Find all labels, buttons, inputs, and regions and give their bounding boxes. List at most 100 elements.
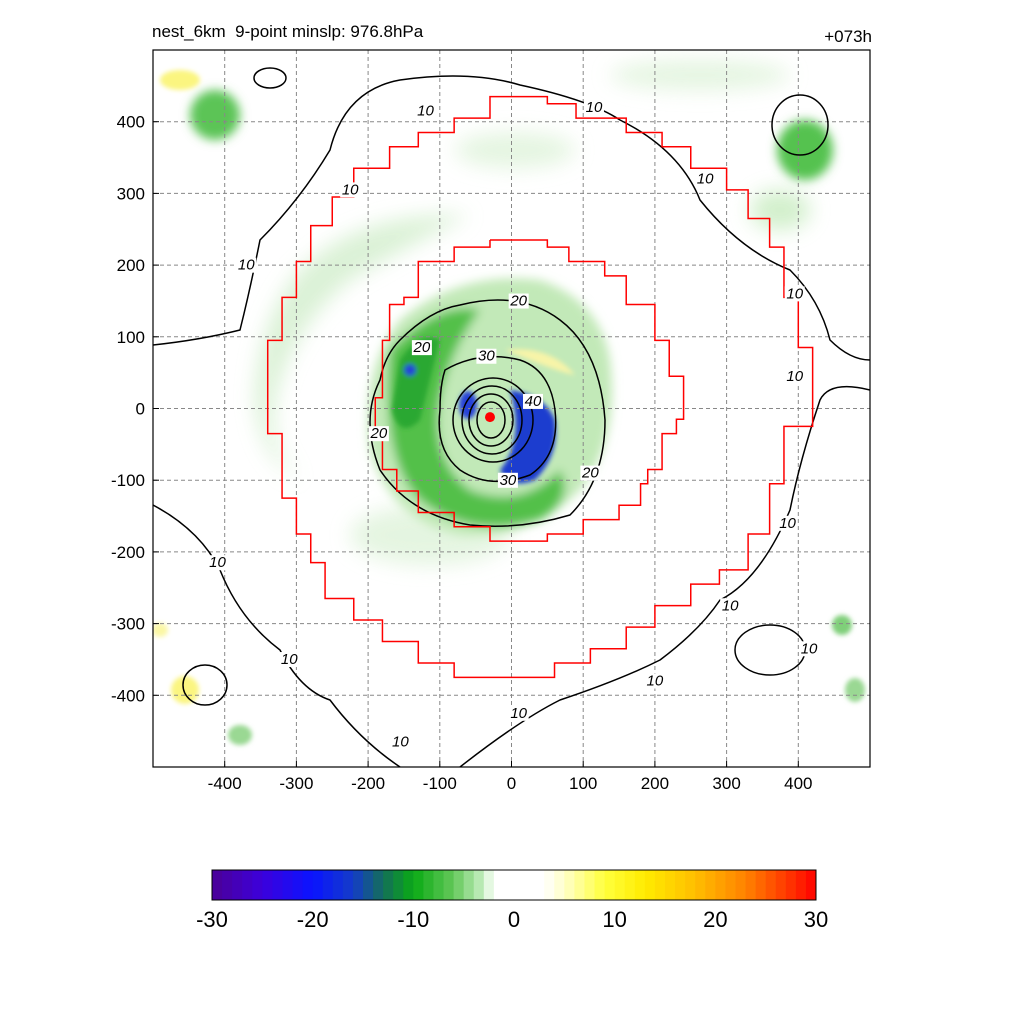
colorbar-cell (765, 870, 777, 900)
contour-label-bg (799, 641, 820, 657)
contour-label: 10 (586, 99, 603, 116)
contour-inner-1 (461, 385, 523, 455)
contour-label: 30 (478, 348, 495, 365)
contour-label-bg (476, 348, 497, 364)
y-tick-label: -300 (111, 615, 145, 634)
colorbar-cell (373, 870, 384, 900)
colorbar-cell (685, 870, 696, 900)
contour-label: 10 (342, 181, 359, 198)
contour-10-southeast (459, 385, 870, 767)
chart-title: nest_6km 9-point minslp: 976.8hPa (152, 22, 424, 41)
outer-band-shading (255, 214, 470, 480)
colorbar-cell (715, 870, 726, 900)
colorbar-tick-label: -30 (196, 907, 228, 932)
storm-center-marker (484, 412, 495, 423)
colorbar-cell (242, 870, 253, 900)
ne-patch-shading (777, 120, 833, 180)
contour-label-bg (497, 472, 518, 488)
contour-label-bg (368, 426, 389, 442)
colorbar-cell (775, 870, 787, 900)
colorbar-cell (695, 870, 706, 900)
contour-label: 10 (801, 640, 818, 657)
colorbar-cell (735, 870, 747, 900)
colorbar-cell (574, 870, 585, 900)
colorbar-cell (403, 870, 414, 900)
x-axis: -400 -300 -200 -100 0 100 200 300 400 (208, 761, 812, 793)
contour-label: 10 (209, 554, 226, 571)
contour-inner-2 (468, 393, 514, 447)
colorbar-cell (514, 870, 525, 900)
y-tick-label: 200 (117, 256, 145, 275)
sw-yellow-shading-2 (153, 623, 168, 637)
colorbar-cell (383, 870, 394, 900)
colorbar-cells (212, 870, 817, 900)
contour-label-bg (580, 465, 601, 481)
colorbar-cell (363, 870, 374, 900)
y-axis: -400 -300 -200 -100 0 100 200 300 400 (111, 113, 159, 705)
colorbar-cell (675, 870, 686, 900)
x-tick-label: -100 (423, 774, 457, 793)
contour-label-bg (411, 340, 432, 356)
contour-label-bg (415, 103, 436, 119)
colorbar-cell (453, 870, 465, 900)
contour-label: 10 (392, 733, 409, 750)
contour-label: 10 (417, 103, 434, 120)
colorbar-cell (524, 870, 535, 900)
colorbar-tick-label: 30 (804, 907, 828, 932)
contour-label-bg (390, 734, 411, 750)
y-tick-label: 0 (136, 400, 145, 419)
colorbar-tick-label: 10 (602, 907, 626, 932)
colorbar-cell (292, 870, 304, 900)
y-tick-label: 300 (117, 184, 145, 203)
forecast-hour-label: +073h (824, 27, 872, 46)
north-band-shading (455, 132, 575, 168)
contour-closed-sw (182, 664, 228, 706)
colorbar-cell (644, 870, 656, 900)
contour-label-bg (644, 673, 665, 689)
colorbar-cell (725, 870, 736, 900)
contour-label-bg (583, 99, 604, 115)
colorbar-tick-label: -20 (297, 907, 329, 932)
colorbar-cell (604, 870, 616, 900)
contour-label-bg (340, 182, 361, 198)
contour-label-bg (784, 368, 805, 384)
x-tick-label: 100 (569, 774, 597, 793)
colorbar-cell (443, 870, 455, 900)
x-tick-label: -200 (351, 774, 385, 793)
contour-label: 10 (510, 705, 527, 722)
contour-closed-nw (253, 67, 287, 89)
nw-blue-shading (404, 364, 416, 376)
contour-label: 10 (779, 515, 796, 532)
colorbar: -30 -20 -10 0 10 20 30 (196, 869, 828, 932)
colorbar-cell (564, 870, 575, 900)
contour-label: 20 (370, 425, 388, 442)
se-patch-shading (832, 615, 852, 635)
contour-label-bg (695, 171, 716, 187)
west-strong-shading (392, 337, 440, 428)
colorbar-cell (262, 870, 273, 900)
y-tick-label: 400 (117, 113, 145, 132)
contour-label-bg (720, 598, 741, 614)
sw-yellow-shading (171, 676, 199, 704)
colorbar-cell (493, 870, 505, 900)
top-edge-shading (610, 60, 790, 90)
colorbar-cell (534, 870, 545, 900)
contour-label-bg (236, 257, 257, 273)
east-blue-shading (500, 390, 556, 484)
grid-lines (153, 50, 870, 767)
contour-label-bg (207, 555, 228, 571)
contour-label: 40 (525, 393, 542, 410)
contour-label: 10 (647, 673, 664, 690)
colorbar-cell (785, 870, 797, 900)
colorbar-cell (312, 870, 324, 900)
colorbar-cell (232, 870, 243, 900)
colorbar-tick-label: 0 (508, 907, 520, 932)
colorbar-cell (252, 870, 263, 900)
colorbar-cell (282, 870, 294, 900)
se-patch-shading-2 (845, 678, 865, 702)
colorbar-cell (302, 870, 314, 900)
nw-patch-shading (190, 90, 240, 140)
colorbar-cell (483, 870, 495, 900)
outer-domain-boundary (266, 95, 814, 679)
